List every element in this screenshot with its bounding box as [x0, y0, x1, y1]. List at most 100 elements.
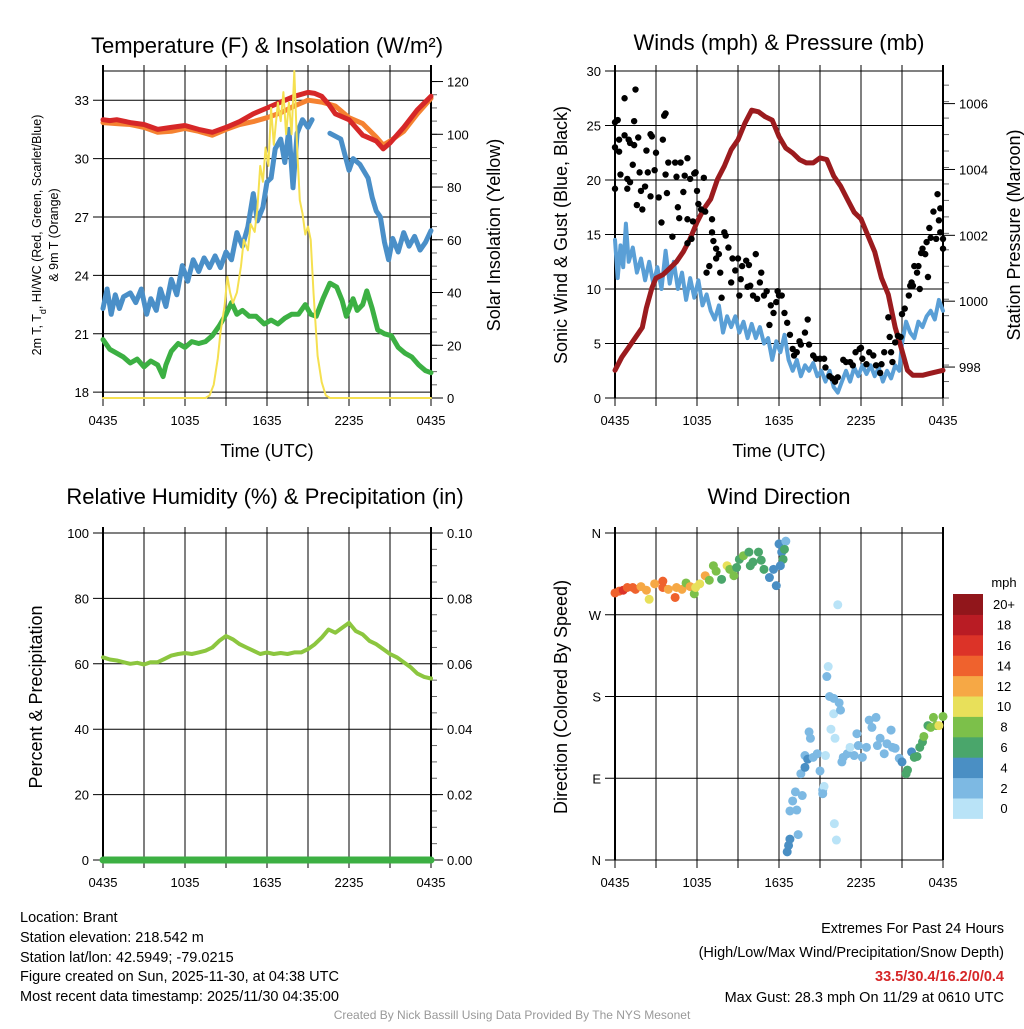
y-tick-label: 100 — [67, 526, 89, 541]
gust-point — [614, 116, 621, 124]
gust-point — [659, 136, 667, 143]
gust-point — [615, 136, 623, 143]
gust-point — [778, 292, 785, 299]
gust-point — [639, 206, 646, 213]
wind-direction-point — [650, 579, 660, 589]
gust-point — [717, 269, 724, 276]
gust-point — [857, 344, 865, 352]
wind-direction-point — [826, 724, 836, 734]
gust-point — [652, 149, 660, 156]
y-tick-label: 10 — [587, 282, 601, 297]
y-tick-label: 0 — [82, 853, 89, 868]
wind-direction-point — [800, 762, 810, 772]
gust-point — [820, 355, 828, 362]
insolation-y-label: Solar Insolation (Yellow) — [484, 139, 504, 331]
gust-point — [706, 262, 713, 270]
x-tick-label: 1635 — [765, 413, 794, 428]
gust-point — [669, 233, 676, 240]
wind-direction-point — [804, 727, 814, 737]
right-tick-label: 1004 — [959, 162, 988, 177]
wind-direction-point — [788, 796, 798, 806]
colorbar-bin — [953, 634, 983, 656]
wind-direction-point — [663, 584, 673, 594]
wind-direction-point — [677, 584, 687, 594]
x-tick-label: 1635 — [253, 875, 282, 890]
colorbar-bin — [953, 655, 983, 677]
right-tick-label: 998 — [959, 360, 981, 375]
gust-point — [708, 216, 716, 223]
gust-point — [703, 269, 710, 276]
series-station-pressure-line — [612, 107, 946, 378]
colorbar-label: 10 — [997, 699, 1011, 714]
x-tick-label: 0435 — [417, 875, 446, 890]
series-9m-t-line — [100, 95, 434, 148]
y-tick-label: 25 — [587, 119, 601, 134]
humidity-chart-title: Relative Humidity (%) & Precipitation (i… — [66, 484, 463, 509]
humidity-chart: 0435 1035 1635 2235 04350204060801000.000.02… — [67, 526, 472, 890]
gust-point — [641, 183, 649, 190]
wind-direction-point — [834, 698, 844, 708]
gust-point — [644, 169, 651, 176]
series-wind-chill-line — [100, 117, 315, 317]
x-tick-label: 0435 — [601, 413, 630, 428]
gust-point — [710, 237, 717, 245]
y-tick-label: E — [592, 771, 601, 786]
wind-direction-point — [819, 781, 829, 791]
x-tick-label: 0435 — [89, 413, 118, 428]
gust-point — [621, 95, 628, 102]
wind-direction-point — [815, 766, 825, 776]
gust-point — [753, 295, 761, 303]
wind-x-label: Time (UTC) — [732, 441, 825, 461]
x-tick-label: 0435 — [89, 875, 118, 890]
colorbar-label: 8 — [1000, 720, 1007, 735]
gust-point — [611, 185, 619, 192]
gust-point — [637, 187, 645, 195]
temperature-x-label: Time (UTC) — [220, 441, 313, 461]
wind-direction-point — [641, 585, 651, 595]
temperature-y-label: 2m T, Td, HI/WC (Red, Green, Scarlet/Blu… — [30, 115, 48, 356]
gust-point — [674, 204, 682, 211]
wind-direction-point — [670, 592, 680, 602]
gust-point — [915, 262, 922, 270]
wind-direction-point — [748, 557, 758, 567]
wind-direction-point — [928, 712, 938, 722]
gust-point — [727, 279, 735, 286]
gust-point — [863, 361, 870, 368]
x-tick-label: 0435 — [929, 875, 958, 890]
gust-point — [725, 244, 732, 251]
gust-point — [935, 217, 943, 224]
x-tick-label: 0435 — [929, 413, 958, 428]
gust-point — [752, 250, 759, 258]
gust-point — [695, 200, 702, 208]
gust-point — [939, 235, 947, 243]
colorbar-label: 6 — [1000, 740, 1007, 755]
x-tick-label: 1035 — [683, 413, 712, 428]
wind-direction-point — [829, 819, 839, 829]
extremes-fields: (High/Low/Max Wind/Precipitation/Snow De… — [699, 945, 1004, 961]
gust-point — [885, 314, 892, 321]
wind-direction-point — [902, 765, 912, 775]
wind-direction-point — [897, 757, 907, 767]
wind-direction-point — [774, 539, 784, 549]
gust-point — [876, 369, 884, 377]
temperature-y-label-part2: , HI/WC (Red, Green, Scarlet/Blue) — [30, 115, 44, 310]
gust-point — [745, 261, 753, 269]
station-info: Location: Brant Station elevation: 218.5… — [20, 910, 339, 1005]
gust-point — [648, 133, 656, 140]
wind-direction-chart: 0435 1035 1635 2235 0435NESWNmph024681012141… — [589, 526, 1017, 890]
gust-point — [913, 269, 921, 276]
wind-direction-point — [852, 729, 862, 739]
colorbar-bin — [953, 675, 983, 697]
wind-direction-point — [704, 575, 714, 585]
gust-point — [922, 250, 929, 258]
wind-direction-point — [759, 564, 769, 574]
wind-direction-point — [857, 752, 867, 762]
station-location: Location: Brant — [20, 910, 118, 926]
wind-direction-point — [812, 749, 822, 759]
series-2m-t-line — [100, 89, 434, 152]
gust-point — [680, 188, 687, 196]
y-tick-label: 20 — [587, 173, 601, 188]
gust-point — [889, 358, 896, 366]
right-tick-label: 1006 — [959, 97, 988, 112]
